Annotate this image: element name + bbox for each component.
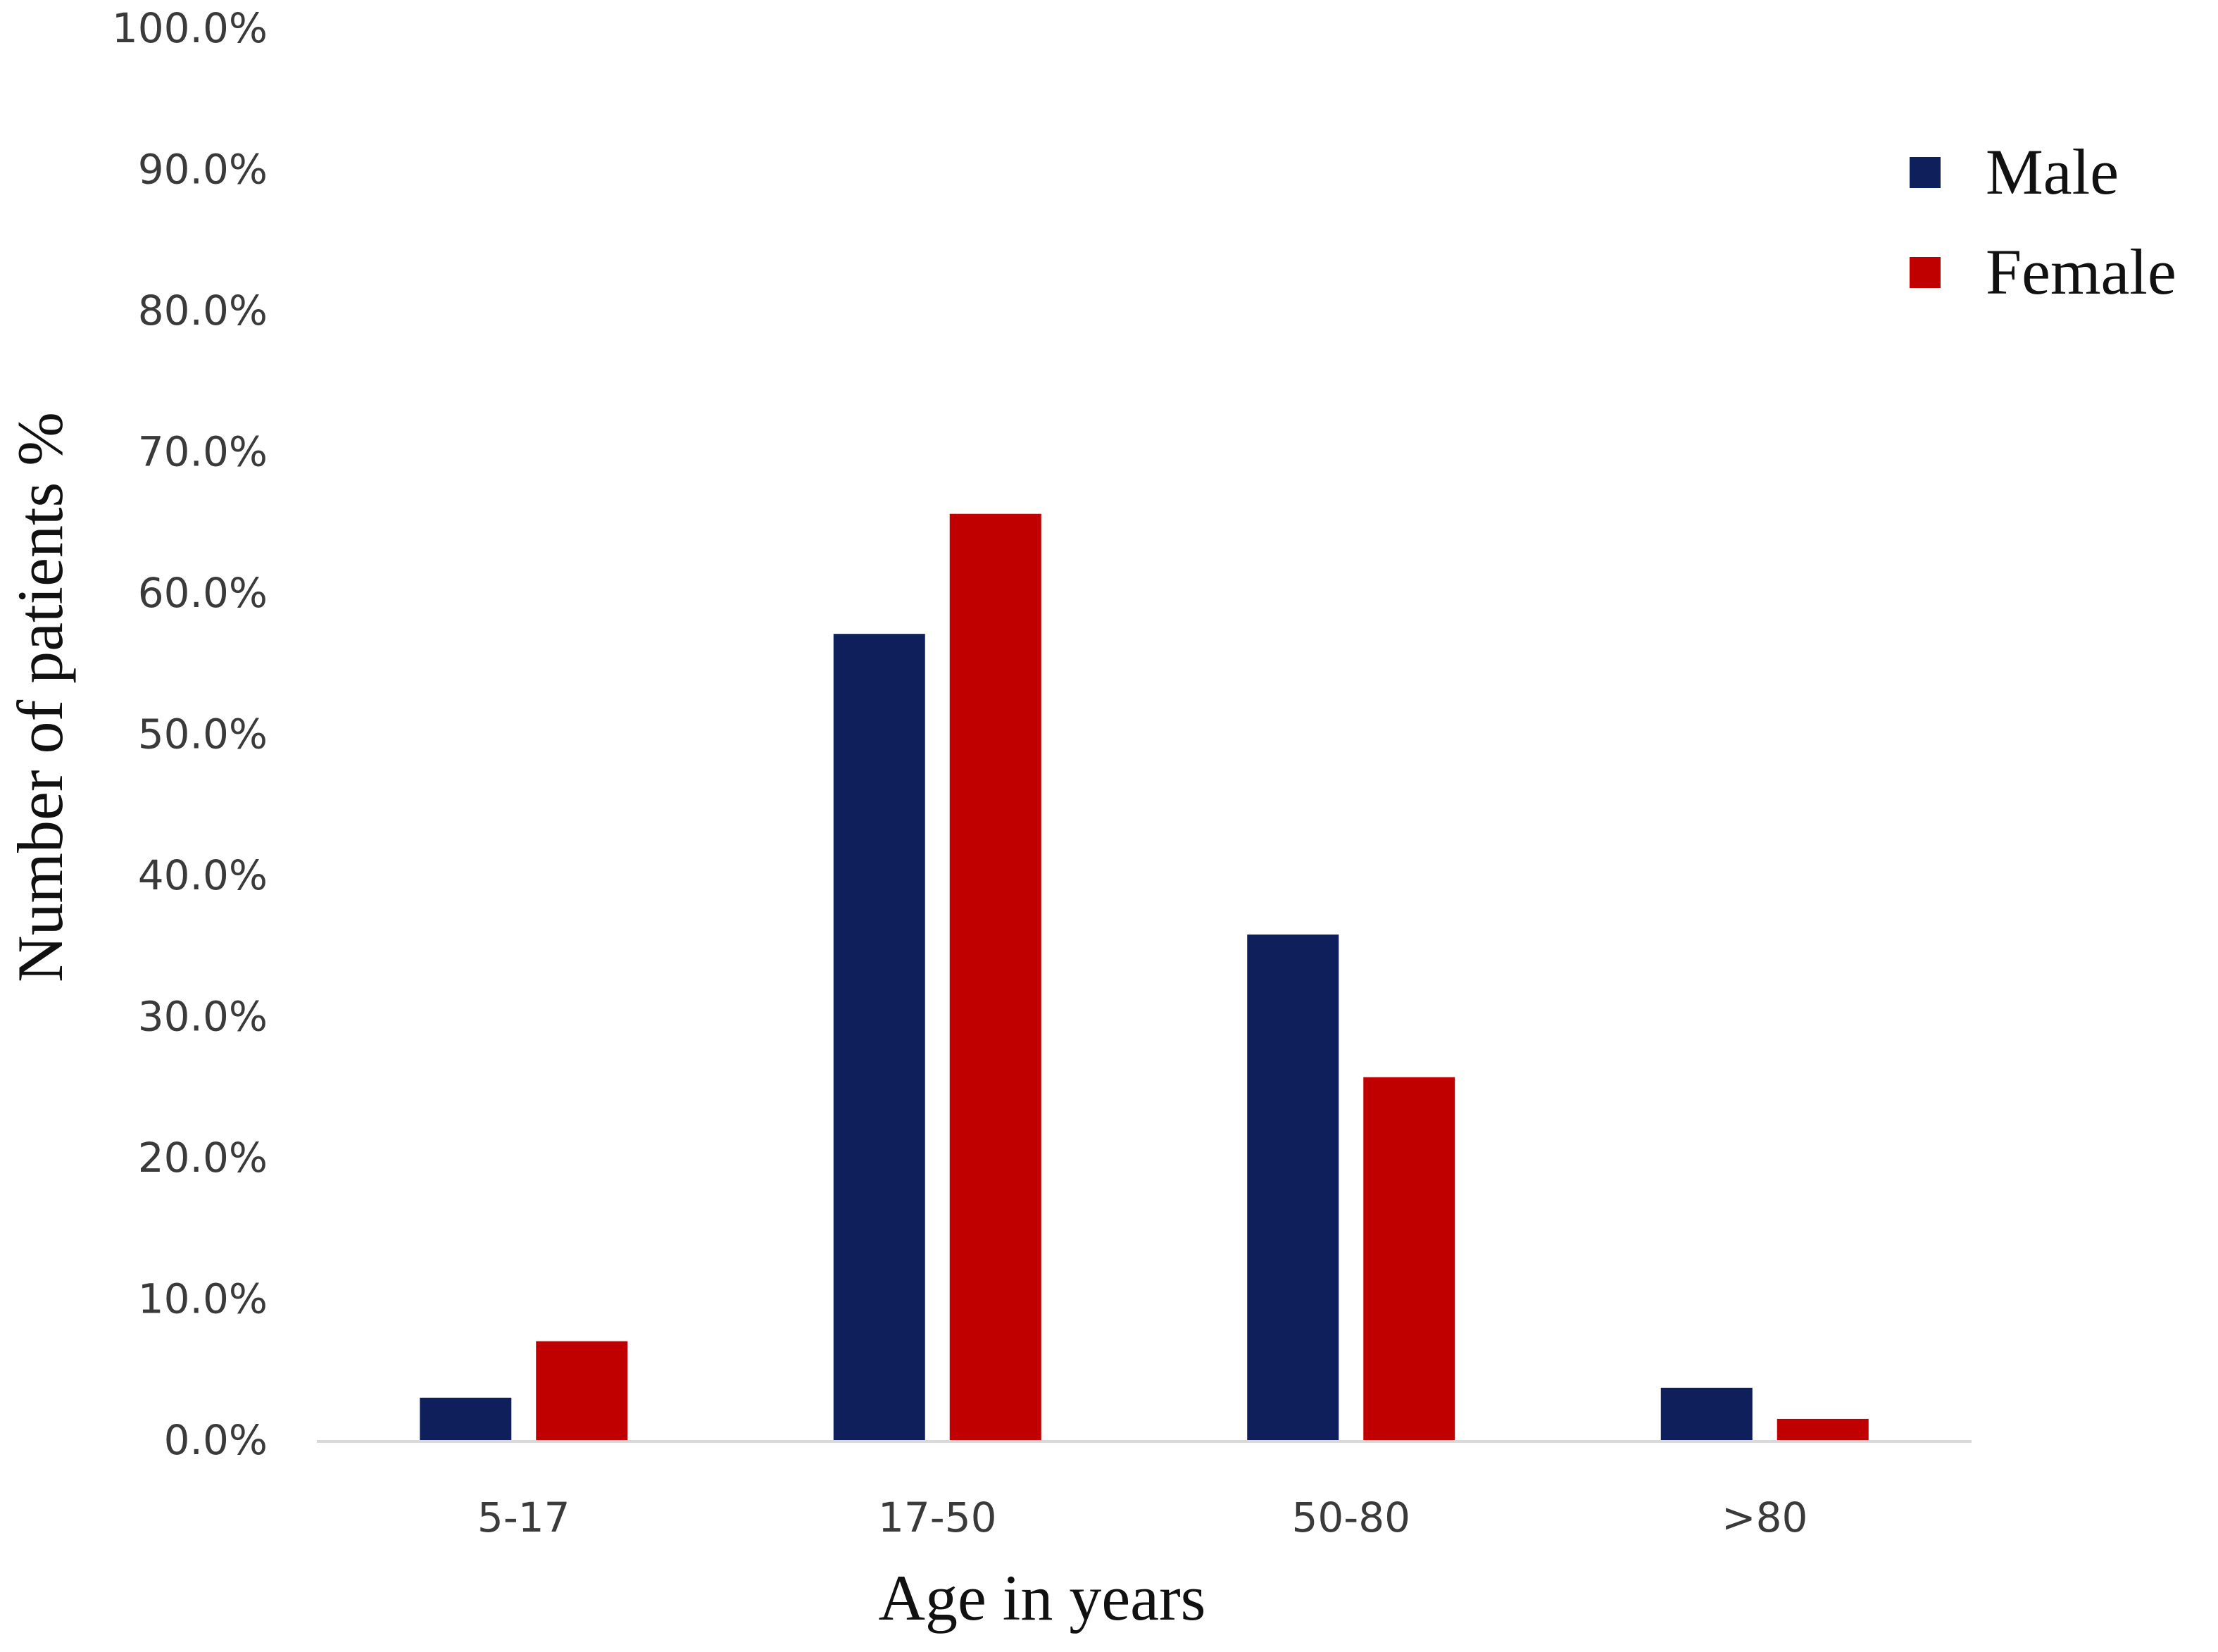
y-tick-label: 10.0% bbox=[138, 1275, 268, 1323]
x-tick-label: 17-50 bbox=[878, 1494, 997, 1541]
legend-swatch-male bbox=[1910, 157, 1941, 188]
bar-female-0 bbox=[536, 1341, 628, 1440]
legend: Male Female bbox=[1910, 136, 2176, 308]
y-tick-label: 30.0% bbox=[138, 993, 268, 1041]
legend-label-female: Female bbox=[1986, 236, 2176, 308]
y-tick-label: 70.0% bbox=[138, 428, 268, 476]
y-axis-ticks: 0.0% 10.0% 20.0% 30.0% 40.0% 50.0% 60.0% 70.0% 8… bbox=[112, 4, 268, 1464]
bar-male-3 bbox=[1660, 1387, 1753, 1440]
bar-female-3 bbox=[1777, 1418, 1869, 1440]
y-tick-label: 40.0% bbox=[138, 851, 268, 899]
x-tick-label: >80 bbox=[1722, 1494, 1807, 1541]
x-axis-title: Age in years bbox=[879, 1562, 1206, 1634]
y-tick-label: 100.0% bbox=[112, 4, 268, 52]
y-tick-label: 60.0% bbox=[138, 569, 268, 617]
x-tick-label: 5-17 bbox=[477, 1494, 570, 1541]
bars bbox=[420, 513, 1869, 1440]
bar-female-2 bbox=[1363, 1077, 1455, 1440]
y-tick-label: 0.0% bbox=[164, 1416, 268, 1464]
y-tick-label: 90.0% bbox=[138, 146, 268, 194]
x-axis-ticks: 5-17 17-50 50-80 >80 bbox=[477, 1494, 1808, 1541]
legend-label-male: Male bbox=[1986, 136, 2119, 208]
y-tick-label: 20.0% bbox=[138, 1134, 268, 1182]
y-tick-label: 80.0% bbox=[138, 287, 268, 334]
bar-male-1 bbox=[833, 634, 925, 1440]
x-tick-label: 50-80 bbox=[1291, 1494, 1410, 1541]
y-axis-title: Number of patients % bbox=[4, 412, 76, 982]
bar-female-1 bbox=[949, 513, 1041, 1440]
bar-male-0 bbox=[420, 1397, 512, 1440]
y-tick-label: 50.0% bbox=[138, 711, 268, 758]
legend-swatch-female bbox=[1910, 257, 1941, 288]
bar-male-2 bbox=[1247, 934, 1339, 1440]
